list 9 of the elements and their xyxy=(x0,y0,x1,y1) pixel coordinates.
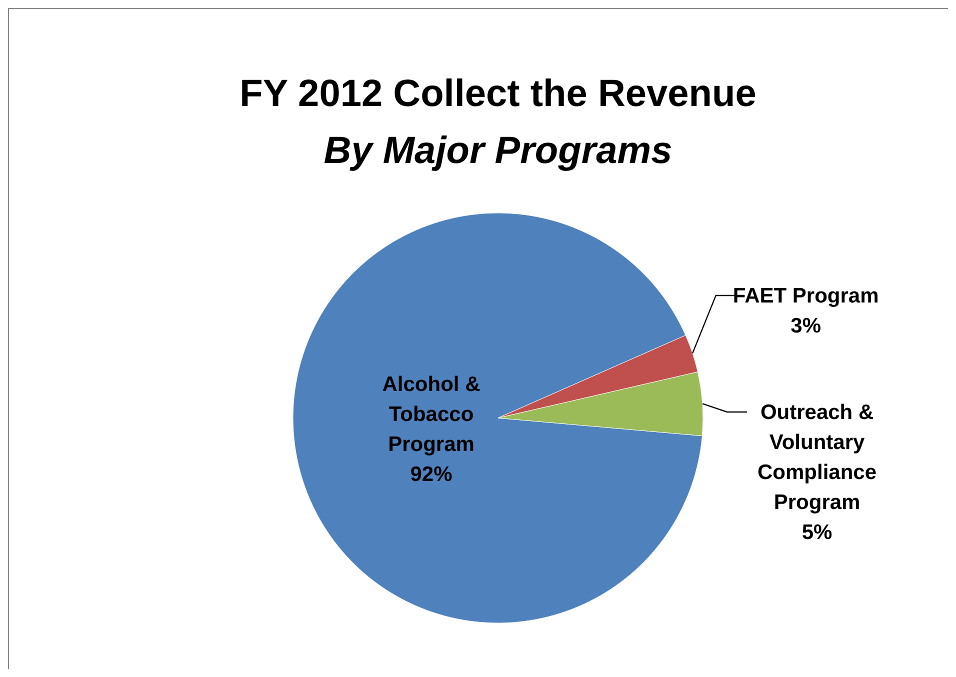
chart-title: FY 2012 Collect the Revenue xyxy=(240,73,756,115)
data-label: 3% xyxy=(790,314,822,338)
slice-label: Outreach & Voluntary Compliance Program xyxy=(758,400,877,514)
chart-subtitle: By Major Programs xyxy=(324,130,672,172)
slice-label: FAET Program xyxy=(732,284,879,308)
data-label: 92% xyxy=(410,463,453,486)
pie-slice xyxy=(292,212,702,623)
data-label: 5% xyxy=(802,520,833,544)
slice-label: Alcohol & Tobacco Program xyxy=(382,373,480,456)
